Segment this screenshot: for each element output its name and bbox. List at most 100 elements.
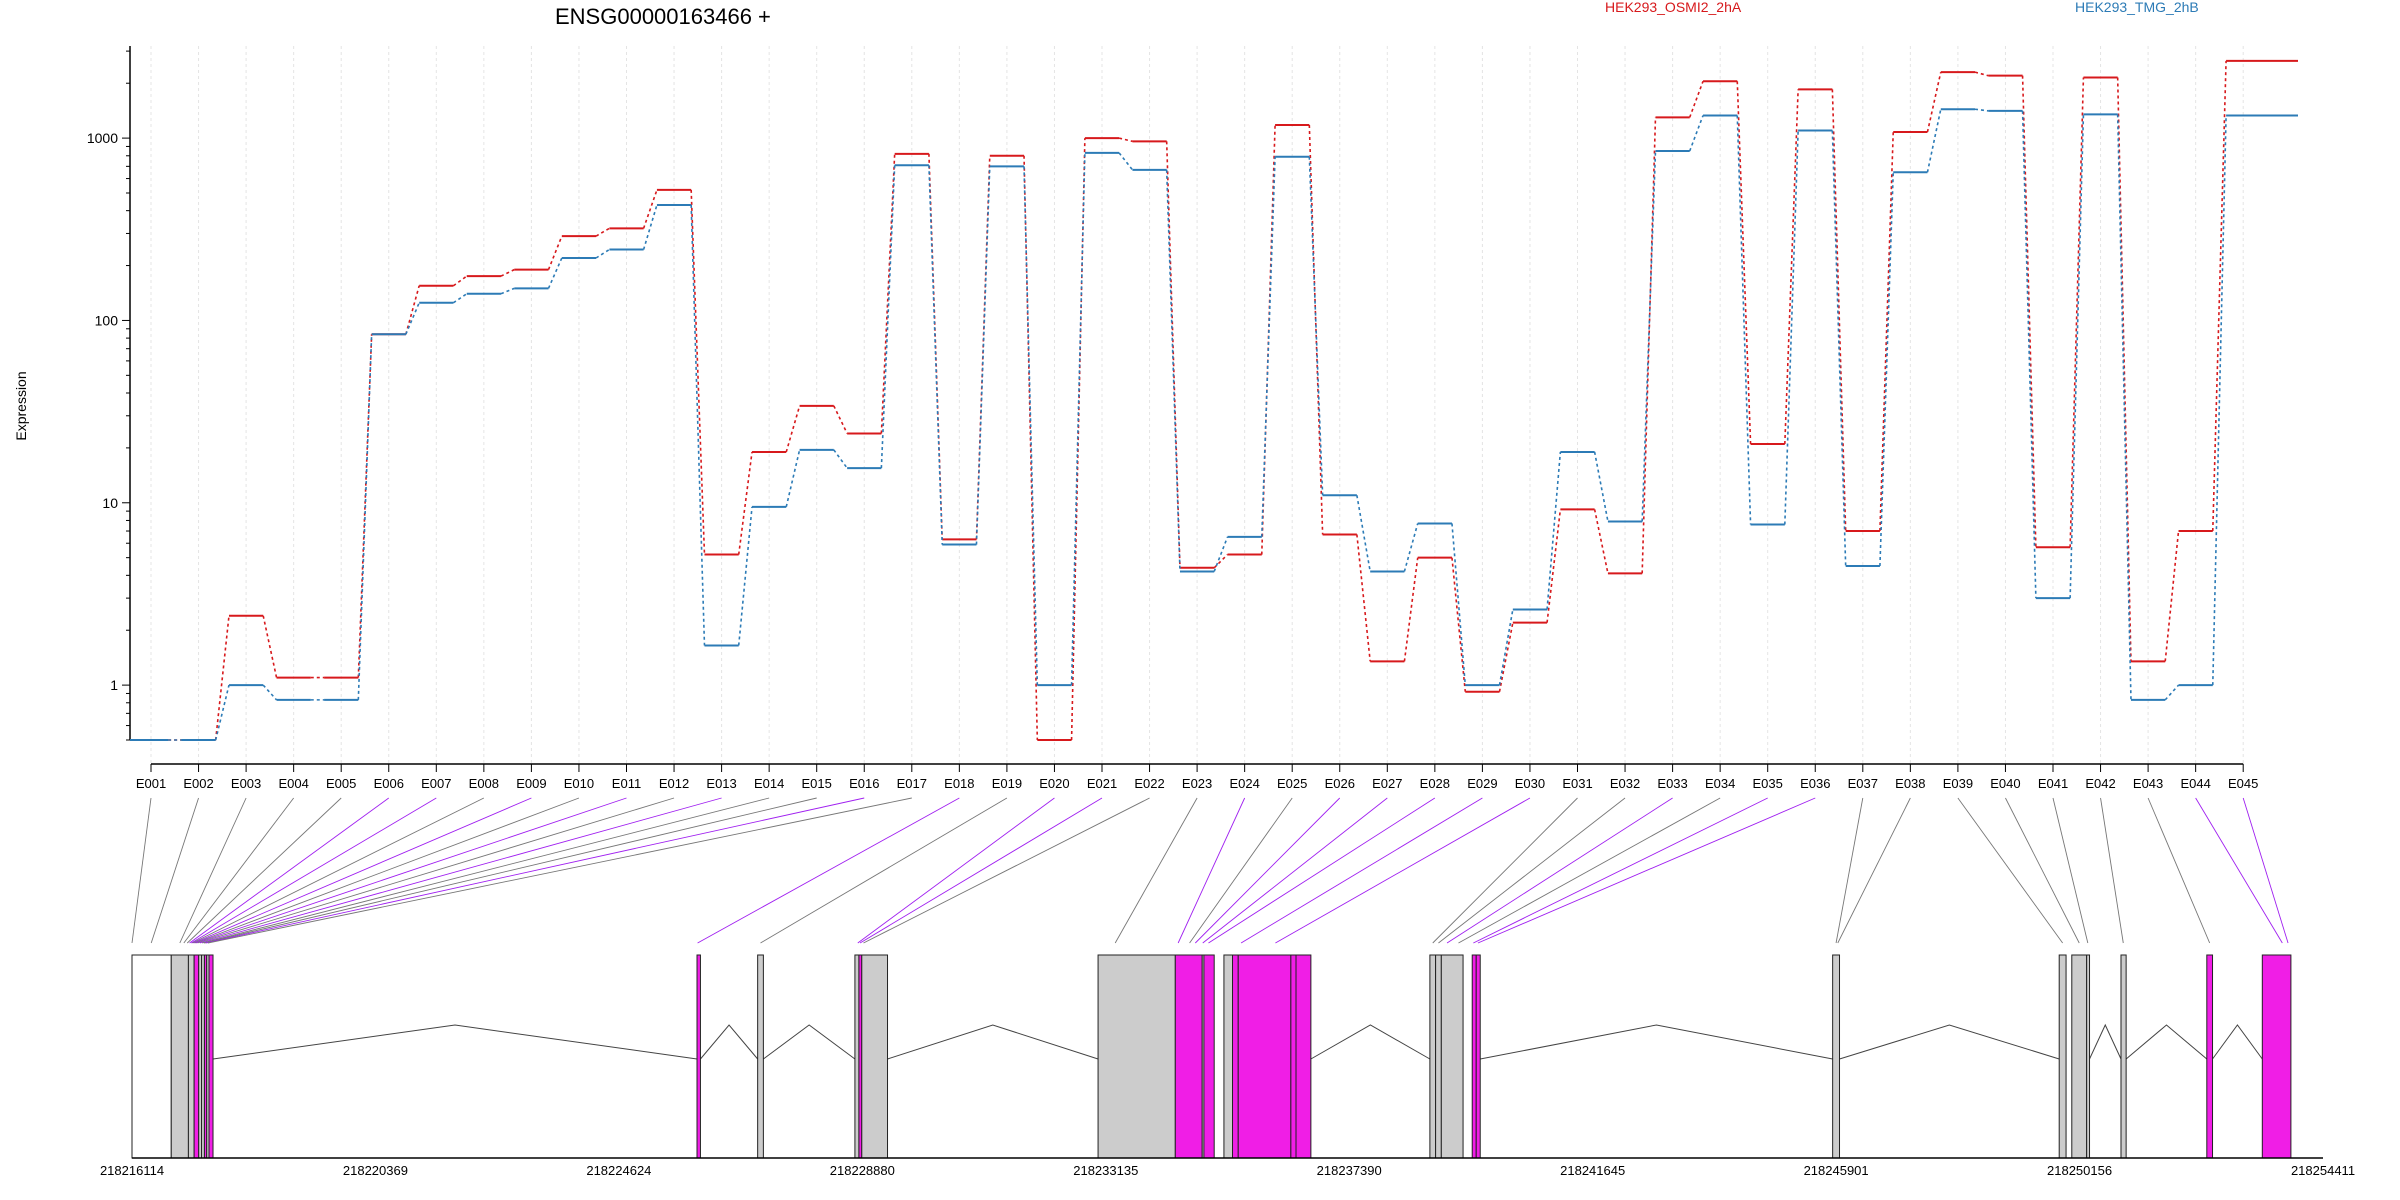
series-1-transition <box>2211 60 2227 532</box>
series-1-transition <box>595 227 610 237</box>
x-tick-label: E001 <box>136 776 166 791</box>
exon-connector-line <box>857 797 1055 944</box>
chart-title: ENSG00000163466 + <box>555 4 771 29</box>
series-1-transition <box>500 268 515 277</box>
series-2-transition <box>1403 523 1419 572</box>
series-2-transition <box>357 334 373 700</box>
exon-connector-line <box>2195 797 2283 944</box>
series-1-transition <box>1831 89 1847 532</box>
series-1-transition <box>1260 124 1276 555</box>
exon-block <box>170 954 189 1159</box>
series-2-transition <box>214 684 230 741</box>
exon-block <box>1174 954 1203 1159</box>
series-2-transition <box>975 166 991 545</box>
x-tick-label: E034 <box>1705 776 1735 791</box>
x-tick-label: E010 <box>564 776 594 791</box>
exon-block <box>1429 954 1437 1159</box>
series-2-transition <box>1356 495 1371 572</box>
exon-connector-line <box>1177 797 1246 944</box>
series-1-transition <box>690 189 706 555</box>
series-1-transition <box>262 615 278 678</box>
x-tick-label: E011 <box>612 776 641 791</box>
series-1-transition <box>1546 509 1562 623</box>
legend-series-1-label: HEK293_OSMI2_2hA <box>1605 0 1742 15</box>
exon-connector-line <box>2052 797 2089 944</box>
x-tick-label: E022 <box>1134 776 1164 791</box>
axes: 1 10 100 1000 E001 E002 E003 E004 E005 E006 E007 E0… <box>87 46 2258 791</box>
x-tick-label: E038 <box>1895 776 1925 791</box>
x-tick-label: E017 <box>897 776 927 791</box>
x-tick-label: E043 <box>2133 776 2163 791</box>
series-2-transition <box>1926 109 1942 173</box>
exon-block <box>854 954 860 1159</box>
x-tick-label: E015 <box>802 776 832 791</box>
exon-connector-line <box>186 797 342 944</box>
series-2-transition <box>1118 152 1134 171</box>
x-tick-label: E027 <box>1372 776 1402 791</box>
series-1-transition <box>452 275 468 287</box>
exon-block <box>1097 954 1176 1159</box>
intron-line <box>887 1024 1099 1060</box>
series-1-transition <box>2021 75 2037 548</box>
coordinate-label: 218228880 <box>830 1163 895 1178</box>
exon-connector-line <box>191 797 437 944</box>
exon-block <box>1475 954 1481 1159</box>
series-2-transition <box>737 506 753 646</box>
intron-line <box>1310 1024 1431 1060</box>
series-2-transition <box>2069 114 2085 599</box>
x-tick-label: E013 <box>706 776 736 791</box>
exon-block <box>1832 954 1841 1159</box>
exon-connector-line <box>859 797 1103 944</box>
exon-connector-line <box>189 797 390 944</box>
coordinate-label: 218254411 <box>2291 1163 2355 1178</box>
x-tick-label: E002 <box>183 776 213 791</box>
series-2-transition <box>452 293 468 304</box>
series-2-transition <box>642 204 658 250</box>
exon-connector-line <box>2005 797 2080 944</box>
series-1-transition <box>1356 534 1371 662</box>
x-tick-label: E003 <box>231 776 261 791</box>
x-tick-label: E008 <box>469 776 499 791</box>
series-2-transition <box>1879 172 1895 567</box>
exon-block <box>2120 954 2127 1159</box>
coordinate-label: 218241645 <box>1560 1163 1625 1178</box>
exon-connector-line <box>2100 797 2124 944</box>
exon-connector-line <box>195 797 627 944</box>
x-tick-label: E021 <box>1087 776 1117 791</box>
intron-line <box>2125 1024 2208 1060</box>
x-tick-label: E004 <box>278 776 308 791</box>
exon-block <box>1223 954 1234 1159</box>
series-1-transition <box>737 451 753 555</box>
intron-line <box>212 1024 698 1060</box>
series-1-transition <box>547 235 563 270</box>
series-1-transition <box>1593 509 1609 574</box>
x-tick-label: E039 <box>1943 776 1973 791</box>
series-2-transition <box>2116 114 2132 700</box>
exon-connector-line <box>2242 797 2289 944</box>
x-tick-label: E041 <box>2038 776 2068 791</box>
series-1-transition <box>1736 81 1752 445</box>
x-tick-label: E025 <box>1277 776 1307 791</box>
series-2-transition <box>595 248 610 259</box>
series-1-transition <box>1974 71 1989 77</box>
exon-connector-line <box>194 797 580 944</box>
exon-block <box>2086 954 2091 1159</box>
series-1-transition <box>1165 141 1181 568</box>
x-tick-label: E032 <box>1610 776 1640 791</box>
exon-block <box>2206 954 2214 1159</box>
series-1 <box>130 59 2298 741</box>
exon-connector-line <box>1957 797 2063 944</box>
series-2-transition <box>928 165 944 545</box>
intron-line <box>1839 1024 2060 1060</box>
x-tick-label: E018 <box>944 776 974 791</box>
exon-connector-line <box>193 797 532 944</box>
y-tick-label: 10 <box>102 495 118 511</box>
series-2-transition <box>1593 451 1609 522</box>
exon-block <box>1232 954 1239 1159</box>
series-2-transition <box>1974 108 1989 112</box>
exon-connector-line <box>1477 797 1816 944</box>
exon-connector-line <box>199 797 722 944</box>
series-2-transition <box>1213 536 1229 572</box>
exon-connector-line <box>202 797 770 944</box>
